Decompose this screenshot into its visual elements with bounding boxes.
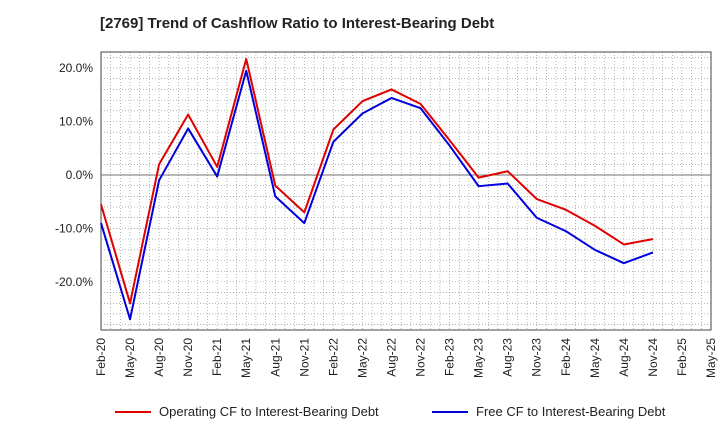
x-tick-label: Aug-20 xyxy=(152,338,166,377)
x-tick-label: Feb-25 xyxy=(675,338,689,376)
x-tick-label: Nov-23 xyxy=(530,338,544,377)
x-tick-label: Feb-24 xyxy=(559,338,573,376)
x-tick-label: May-23 xyxy=(472,338,486,378)
x-tick-label: May-24 xyxy=(588,338,602,378)
x-tick-label: May-20 xyxy=(123,338,137,378)
x-tick-label: Nov-21 xyxy=(297,338,311,377)
x-tick-label: Nov-20 xyxy=(181,338,195,377)
series-line-free-cf xyxy=(100,69,654,321)
legend-item-operating-cf: Operating CF to Interest-Bearing Debt xyxy=(115,404,379,419)
x-tick-labels: Feb-20 May-20 Aug-20 Nov-20 Feb-21 May-21 Aug-… xyxy=(94,338,718,378)
y-tick-labels: 20.0% 10.0% 0.0% -10.0% -20.0% xyxy=(55,61,93,289)
legend-item-free-cf: Free CF to Interest-Bearing Debt xyxy=(432,404,665,419)
x-tick-label: Aug-24 xyxy=(617,338,631,377)
x-tick-label: Feb-22 xyxy=(326,338,340,376)
y-tick-label: 0.0% xyxy=(66,168,94,182)
x-tick-label: May-25 xyxy=(704,338,718,378)
y-tick-label: 20.0% xyxy=(59,61,93,75)
x-tick-label: May-21 xyxy=(239,338,253,378)
plot-frame xyxy=(100,51,712,331)
x-tick-label: Feb-21 xyxy=(210,338,224,376)
x-tick-label: Aug-21 xyxy=(268,338,282,377)
legend-swatch-free-cf xyxy=(432,410,468,413)
series-line-operating-cf xyxy=(100,57,654,305)
x-tick-label: Feb-23 xyxy=(443,338,457,376)
x-tick-label: Feb-20 xyxy=(94,338,108,376)
vertical-gridlines xyxy=(110,52,702,330)
y-tick-label: 10.0% xyxy=(59,115,93,129)
x-tick-label: May-22 xyxy=(355,338,369,378)
y-tick-label: -10.0% xyxy=(55,221,93,235)
x-tick-label: Aug-23 xyxy=(501,338,515,377)
legend-swatch-operating-cf xyxy=(115,410,151,413)
chart-title: [2769] Trend of Cashflow Ratio to Intere… xyxy=(100,15,495,32)
y-tick-label: -20.0% xyxy=(55,275,93,289)
legend-label-operating-cf: Operating CF to Interest-Bearing Debt xyxy=(159,404,379,419)
legend-label-free-cf: Free CF to Interest-Bearing Debt xyxy=(476,404,666,419)
x-tick-label: Nov-24 xyxy=(646,338,660,377)
x-tick-label: Nov-22 xyxy=(414,338,428,377)
series-lines xyxy=(100,57,654,321)
x-tick-label: Aug-22 xyxy=(384,338,398,377)
